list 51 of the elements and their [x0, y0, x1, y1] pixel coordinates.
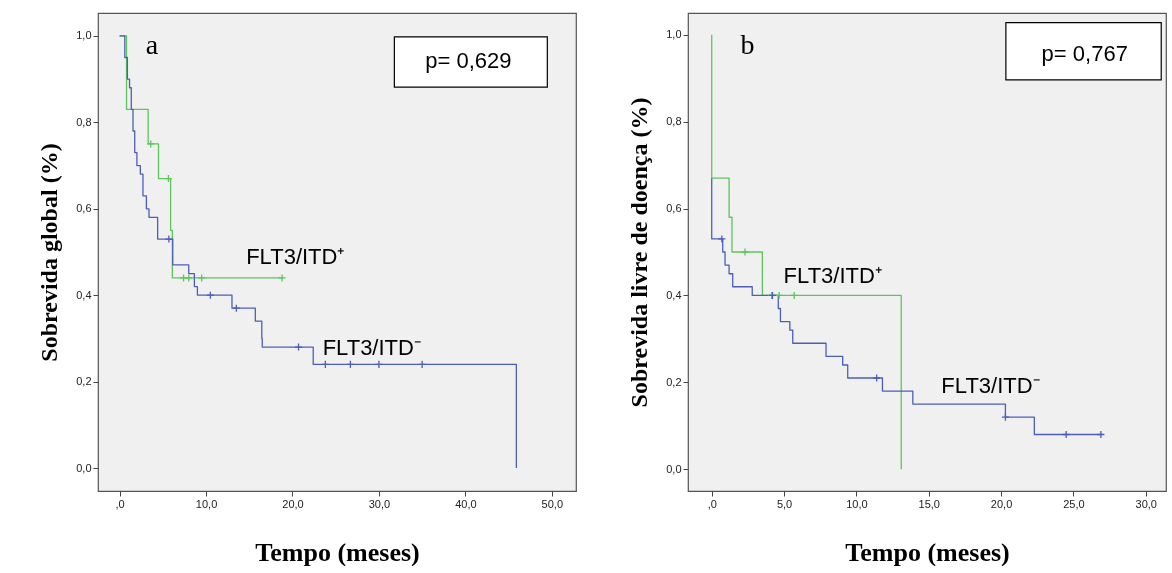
- point: [197, 273, 206, 283]
- annotation: p= 0,767: [1041, 40, 1128, 66]
- y-tick-label: 0,6: [76, 202, 92, 215]
- x-axis-title: Tempo (meses): [845, 537, 1010, 567]
- x-tick-label: 5,0: [776, 497, 793, 510]
- annotation: a: [145, 29, 159, 61]
- x-tick-label: 10,0: [846, 497, 868, 510]
- y-tick-label: 1,0: [76, 29, 92, 42]
- x-tick-label: ,0: [707, 497, 717, 510]
- y-axis-title: Sobrevida livre de doença (%): [626, 97, 653, 408]
- series-label: FLT3/ITD⁺: [783, 262, 882, 288]
- y-tick-label: 0,0: [666, 462, 682, 475]
- y-tick-label: 0,2: [76, 375, 92, 388]
- point: [164, 234, 174, 244]
- point: [717, 234, 727, 244]
- x-tick-label: 25,0: [1063, 497, 1085, 510]
- y-tick-label: 1,0: [666, 28, 682, 41]
- y-tick-label: 0,0: [76, 461, 92, 474]
- y-tick-label: 0,2: [666, 375, 682, 388]
- point: [774, 291, 784, 300]
- point: [184, 273, 193, 283]
- x-tick-label: 40,0: [455, 497, 477, 510]
- x-tick-label: 10,0: [195, 497, 218, 510]
- x-tick-label: 50,0: [541, 497, 564, 510]
- annotation: b: [740, 29, 755, 61]
- point: [417, 360, 427, 369]
- y-tick-label: 0,4: [666, 288, 682, 301]
- y-axis-title: Sobrevida global (%): [36, 143, 63, 362]
- x-tick-label: 30,0: [368, 497, 391, 510]
- x-tick-label: 30,0: [1135, 497, 1157, 510]
- point: [294, 342, 303, 352]
- annotation: p= 0,629: [425, 47, 512, 73]
- x-tick-label: 20,0: [990, 497, 1013, 510]
- y-tick-label: 0,6: [666, 202, 682, 215]
- series-label: FLT3/ITD⁻: [941, 372, 1040, 398]
- y-tick-label: 0,8: [76, 115, 92, 128]
- y-tick-label: 0,4: [76, 288, 92, 301]
- point: [1096, 430, 1106, 439]
- series-label: FLT3/ITD⁻: [322, 334, 421, 360]
- point: [740, 247, 750, 257]
- x-tick-label: ,0: [115, 497, 125, 510]
- x-axis-title: Tempo (meses): [255, 537, 420, 567]
- point: [277, 273, 287, 283]
- point: [146, 139, 155, 149]
- y-tick-label: 0,8: [666, 115, 682, 128]
- point: [1001, 412, 1010, 422]
- point: [872, 373, 881, 383]
- x-tick-label: 15,0: [918, 497, 940, 510]
- x-tick-label: 20,0: [282, 497, 304, 510]
- point: [374, 360, 384, 369]
- series-label: FLT3/ITD⁺: [246, 243, 345, 269]
